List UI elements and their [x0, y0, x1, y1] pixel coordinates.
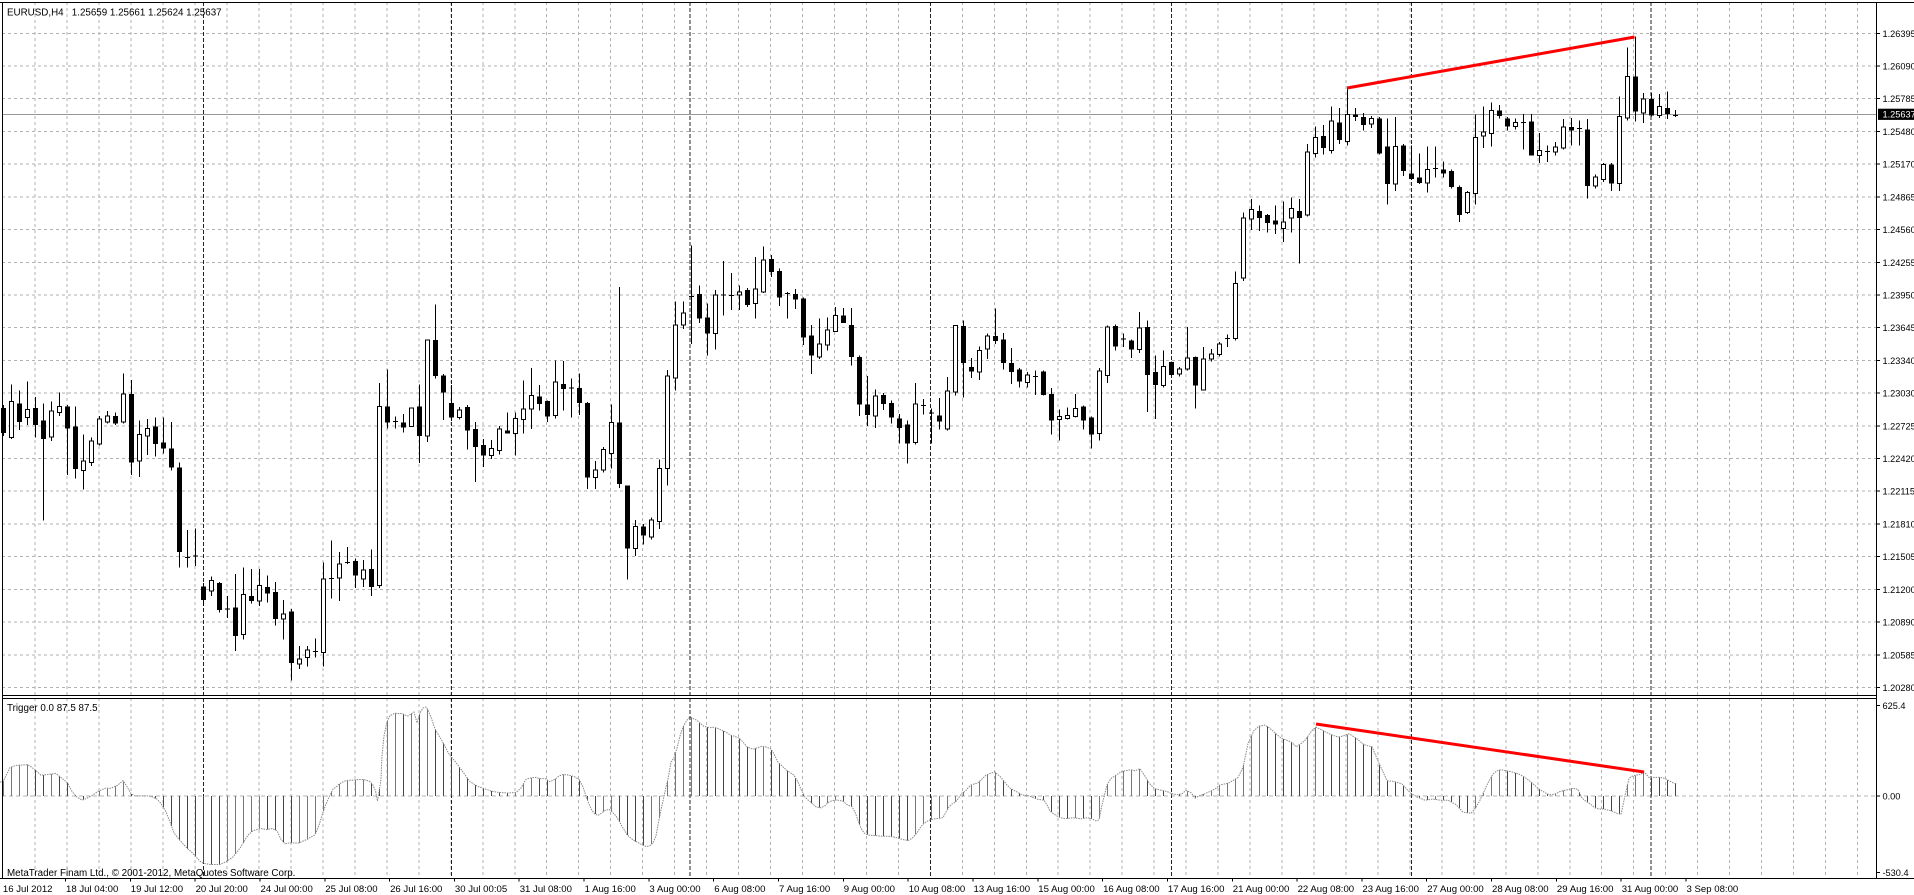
svg-text:31 Aug 00:00: 31 Aug 00:00: [1622, 884, 1679, 895]
svg-text:1.24865: 1.24865: [1883, 192, 1914, 202]
svg-text:22 Aug 08:00: 22 Aug 08:00: [1298, 884, 1355, 895]
svg-text:10 Aug 08:00: 10 Aug 08:00: [909, 884, 966, 895]
svg-text:1.24560: 1.24560: [1883, 225, 1914, 235]
svg-text:7 Aug 16:00: 7 Aug 16:00: [779, 884, 830, 895]
svg-text:1.23030: 1.23030: [1883, 389, 1914, 399]
svg-text:19 Jul 12:00: 19 Jul 12:00: [131, 884, 183, 895]
svg-text:9 Aug 00:00: 9 Aug 00:00: [844, 884, 895, 895]
svg-text:1.23645: 1.23645: [1883, 323, 1914, 333]
svg-text:18 Jul 04:00: 18 Jul 04:00: [66, 884, 118, 895]
svg-text:1.21505: 1.21505: [1883, 552, 1914, 562]
svg-text:1.20890: 1.20890: [1883, 618, 1914, 628]
svg-text:24 Jul 00:00: 24 Jul 00:00: [261, 884, 313, 895]
svg-text:28 Aug 08:00: 28 Aug 08:00: [1492, 884, 1549, 895]
svg-text:1.25637: 1.25637: [1883, 110, 1914, 120]
svg-text:20 Jul 20:00: 20 Jul 20:00: [196, 884, 248, 895]
svg-text:29 Aug 16:00: 29 Aug 16:00: [1557, 884, 1614, 895]
svg-text:1.20280: 1.20280: [1883, 683, 1914, 693]
svg-text:1.26090: 1.26090: [1883, 62, 1914, 72]
svg-text:1.25480: 1.25480: [1883, 127, 1914, 137]
svg-text:15 Aug 00:00: 15 Aug 00:00: [1038, 884, 1095, 895]
svg-text:1.22115: 1.22115: [1883, 487, 1914, 497]
svg-text:3 Sep 08:00: 3 Sep 08:00: [1687, 884, 1739, 895]
svg-text:MetaTrader Finam Ltd., © 2001-: MetaTrader Finam Ltd., © 2001-2012, Meta…: [7, 868, 295, 879]
svg-text:23 Aug 16:00: 23 Aug 16:00: [1362, 884, 1419, 895]
svg-text:625.4: 625.4: [1883, 701, 1906, 711]
svg-text:Trigger 0.0 87.5 87.5: Trigger 0.0 87.5 87.5: [7, 703, 98, 714]
svg-text:0.00: 0.00: [1883, 791, 1901, 801]
svg-text:1.25170: 1.25170: [1883, 160, 1914, 170]
svg-text:1.22725: 1.22725: [1883, 421, 1914, 431]
svg-text:1.21810: 1.21810: [1883, 520, 1914, 530]
svg-text:21 Aug 00:00: 21 Aug 00:00: [1233, 884, 1290, 895]
svg-text:-530.4: -530.4: [1883, 868, 1909, 878]
svg-text:1.25785: 1.25785: [1883, 94, 1914, 104]
svg-text:1.23340: 1.23340: [1883, 356, 1914, 366]
svg-text:1 Aug 16:00: 1 Aug 16:00: [585, 884, 636, 895]
svg-text:1.22420: 1.22420: [1883, 454, 1914, 464]
svg-text:27 Aug 00:00: 27 Aug 00:00: [1427, 884, 1484, 895]
svg-text:16 Aug 08:00: 16 Aug 08:00: [1103, 884, 1160, 895]
svg-text:26 Jul 16:00: 26 Jul 16:00: [390, 884, 442, 895]
svg-text:13 Aug 16:00: 13 Aug 16:00: [974, 884, 1031, 895]
svg-text:6 Aug 08:00: 6 Aug 08:00: [714, 884, 765, 895]
svg-text:17 Aug 16:00: 17 Aug 16:00: [1168, 884, 1225, 895]
svg-text:1.20585: 1.20585: [1883, 650, 1914, 660]
svg-text:16 Jul 2012: 16 Jul 2012: [3, 884, 53, 895]
svg-text:30 Jul 00:05: 30 Jul 00:05: [455, 884, 507, 895]
svg-text:1.21200: 1.21200: [1883, 585, 1914, 595]
svg-text:1.26395: 1.26395: [1883, 29, 1914, 39]
svg-text:EURUSD,H4 1.25659 1.25661 1.: EURUSD,H4 1.25659 1.25661 1.25624 1.2563…: [7, 8, 222, 19]
svg-text:1.23950: 1.23950: [1883, 291, 1914, 301]
svg-text:25 Jul 08:00: 25 Jul 08:00: [325, 884, 377, 895]
svg-text:1.24255: 1.24255: [1883, 258, 1914, 268]
svg-text:3 Aug 00:00: 3 Aug 00:00: [649, 884, 700, 895]
svg-text:31 Jul 08:00: 31 Jul 08:00: [520, 884, 572, 895]
